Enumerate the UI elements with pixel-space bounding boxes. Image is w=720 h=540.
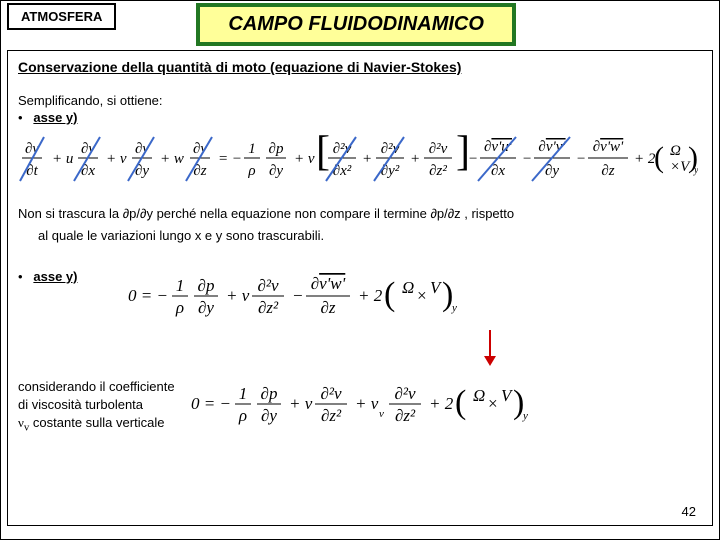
svg-text:+ w: + w	[160, 151, 184, 167]
svg-text:∂²v: ∂²v	[320, 384, 341, 403]
svg-text:v: v	[379, 408, 384, 420]
svg-text:0 = −: 0 = −	[128, 286, 168, 305]
arrow-down-icon	[278, 330, 702, 371]
svg-text:−: −	[468, 151, 478, 167]
svg-text:+ ν: + ν	[355, 394, 379, 413]
svg-text:×: ×	[416, 286, 427, 305]
svg-text:∂y: ∂y	[545, 163, 559, 179]
svg-text:+ 2: + 2	[358, 286, 383, 305]
svg-text:∂y: ∂y	[261, 406, 277, 425]
campo-title-box: CAMPO FLUIDODINAMICO	[196, 3, 516, 46]
svg-text:1: 1	[176, 276, 185, 295]
svg-text:ρ: ρ	[238, 406, 247, 425]
page-number: 42	[682, 504, 696, 519]
svg-text:[: [	[316, 133, 330, 175]
svg-text:∂z²: ∂z²	[321, 406, 342, 425]
svg-text:y: y	[522, 410, 528, 422]
svg-text:∂²v: ∂²v	[394, 384, 415, 403]
viscosity-note: considerando il coefficiente di viscosit…	[18, 378, 175, 436]
svg-text:1: 1	[238, 384, 247, 403]
svg-text:ρ: ρ	[247, 163, 255, 179]
svg-text:+ 2: + 2	[634, 151, 656, 167]
svg-text:+ 2: + 2	[429, 394, 454, 413]
svg-text:−: −	[576, 151, 586, 167]
explanation-text: Non si trascura la ∂p/∂y perché nella eq…	[18, 203, 702, 247]
atmosfera-box: ATMOSFERA	[7, 3, 116, 30]
svg-text:y: y	[451, 302, 457, 314]
svg-text:∂y: ∂y	[198, 298, 214, 317]
svg-text:∂p: ∂p	[198, 276, 215, 295]
svg-text:0 = −: 0 = −	[191, 394, 231, 413]
svg-text:∂z: ∂z	[320, 298, 335, 317]
svg-text:(: (	[384, 276, 395, 313]
svg-text:ρ: ρ	[175, 298, 184, 317]
svg-text:+ v: + v	[106, 151, 127, 167]
simplify-text: Semplificando, si ottiene:	[18, 93, 702, 108]
svg-text:y: y	[693, 165, 698, 176]
content-panel: Conservazione della quantità di moto (eq…	[7, 50, 713, 526]
section-title: Conservazione della quantità di moto (eq…	[18, 59, 702, 75]
svg-text:∂z: ∂z	[601, 163, 614, 179]
svg-text:∂y: ∂y	[269, 163, 283, 179]
svg-text:1: 1	[248, 141, 256, 157]
svg-text:∂²v: ∂²v	[429, 141, 448, 157]
svg-text:+: +	[362, 151, 372, 167]
svg-text:∂v'w': ∂v'w'	[311, 274, 346, 293]
equation-1: ∂v ∂t + u ∂v ∂x + v ∂v ∂y + w ∂v ∂z = −	[18, 133, 702, 189]
svg-text:(: (	[654, 141, 664, 174]
svg-text:∂p: ∂p	[260, 384, 277, 403]
svg-text:∂²v: ∂²v	[257, 276, 278, 295]
svg-text:∂z²: ∂z²	[395, 406, 416, 425]
svg-text:+ ν: + ν	[294, 151, 315, 167]
svg-text:∂z²: ∂z²	[258, 298, 279, 317]
svg-text:×: ×	[487, 394, 498, 413]
svg-text:∂z²: ∂z²	[429, 163, 447, 179]
bullet-asse-y-2: • asse y)	[18, 269, 98, 284]
equation-2: 0 = − 1 ρ ∂p ∂y + ν ∂²v ∂z² − ∂v'w' ∂z +…	[128, 269, 488, 328]
svg-text:∂v'w': ∂v'w'	[593, 139, 624, 155]
svg-text:+: +	[410, 151, 420, 167]
svg-text:∂p: ∂p	[269, 141, 284, 157]
svg-text:+ ν: + ν	[226, 286, 250, 305]
svg-text:= −: = −	[218, 151, 242, 167]
svg-text:−: −	[292, 286, 303, 305]
svg-text:−: −	[522, 151, 532, 167]
svg-text:∂x: ∂x	[491, 163, 505, 179]
svg-text:+ ν: + ν	[289, 394, 313, 413]
equation-3: 0 = − 1 ρ ∂p ∂y + ν ∂²v ∂z² + ν v ∂²v ∂z…	[191, 377, 561, 436]
svg-text:+ u: + u	[52, 151, 73, 167]
bullet-asse-y-1: • asse y)	[18, 110, 702, 125]
svg-text:(: (	[455, 384, 466, 421]
